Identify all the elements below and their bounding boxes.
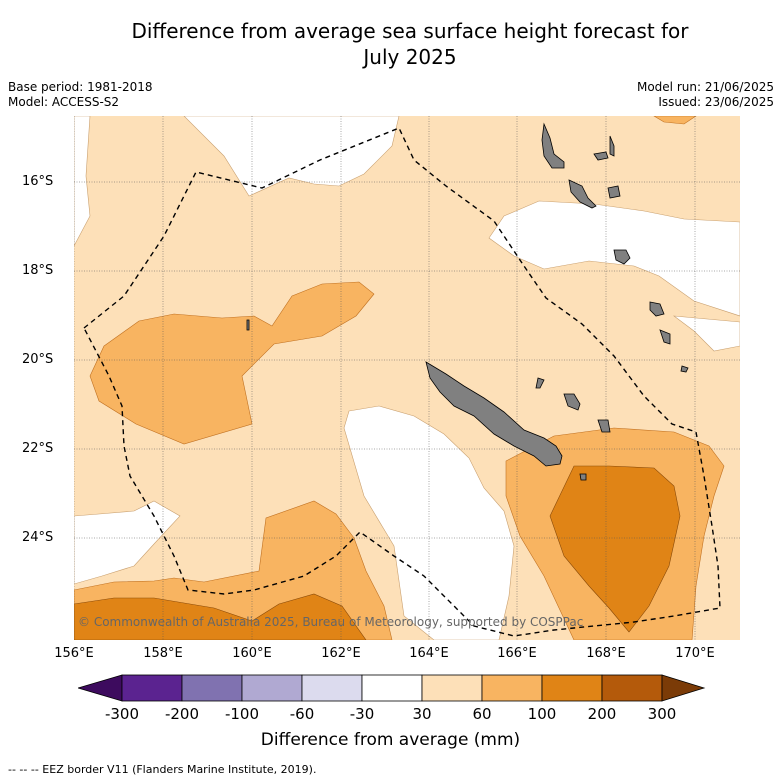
lat-label-22s: 22°S xyxy=(22,441,54,456)
cbar-segment-6 xyxy=(421,674,483,702)
meta-right: Model run: 21/06/2025 Issued: 23/06/2025 xyxy=(637,80,774,110)
cbar-segment-4 xyxy=(301,674,363,702)
cbar-tick-m60: -60 xyxy=(289,705,315,723)
lat-label-20s: 20°S xyxy=(22,352,54,367)
lon-label-170e: 170°E xyxy=(675,646,715,661)
cbar-segment-8 xyxy=(541,674,603,702)
cbar-extend-low xyxy=(78,674,123,702)
cbar-tick-60: 60 xyxy=(472,705,492,723)
new-caledonia-island xyxy=(425,361,563,467)
orange-area-northeast xyxy=(653,116,697,125)
landmasses xyxy=(246,122,689,481)
white-area-east xyxy=(672,315,740,352)
meta-left: Base period: 1981-2018 Model: ACCESS-S2 xyxy=(8,80,153,110)
map-panel[interactable]: © Commonwealth of Australia 2025, Bureau… xyxy=(74,116,740,640)
lon-label-166e: 166°E xyxy=(497,646,537,661)
eez-border xyxy=(83,127,721,637)
eez-legend: -- -- -- EEZ border V11 (Flanders Marine… xyxy=(8,763,317,776)
vanuatu-island-3 xyxy=(593,151,609,161)
lon-label-164e: 164°E xyxy=(409,646,449,661)
vanuatu-island-4 xyxy=(609,135,615,157)
lon-label-160e: 160°E xyxy=(232,646,272,661)
title-line-2: July 2025 xyxy=(363,45,457,69)
cbar-tick-200: 200 xyxy=(587,705,617,723)
cbar-segment-2 xyxy=(181,674,243,702)
white-area-north xyxy=(183,116,400,197)
lat-label-16s: 16°S xyxy=(22,174,54,189)
loyalty-island-2 xyxy=(597,419,611,433)
model-run: Model run: 21/06/2025 xyxy=(636,80,774,94)
dark-area-south xyxy=(74,593,367,640)
white-area-northeast xyxy=(488,200,740,317)
cbar-tick-m200: -200 xyxy=(164,705,200,723)
cbar-tick-m300: -300 xyxy=(104,705,140,723)
lat-label-24s: 24°S xyxy=(22,530,54,545)
vanuatu-island-6 xyxy=(613,249,631,265)
cbar-segment-9 xyxy=(601,674,663,702)
small-island-south xyxy=(579,473,587,481)
cbar-tick-m100: -100 xyxy=(224,705,260,723)
lon-label-162e: 162°E xyxy=(321,646,361,661)
vanuatu-north-island xyxy=(541,122,565,169)
white-area-south xyxy=(343,405,515,640)
cbar-segment-7 xyxy=(481,674,543,702)
lon-label-168e: 168°E xyxy=(586,646,626,661)
white-area-west-top xyxy=(74,116,91,247)
vanuatu-island-7 xyxy=(649,301,665,317)
vanuatu-island-5 xyxy=(607,185,621,199)
colorbar xyxy=(78,674,706,702)
vanuatu-island-2 xyxy=(568,179,597,209)
cbar-segment-1 xyxy=(121,674,183,702)
cbar-extend-high xyxy=(661,674,706,702)
vanuatu-island-8 xyxy=(659,329,671,345)
graticule xyxy=(74,116,740,640)
cbar-tick-m30: -30 xyxy=(349,705,375,723)
copyright-credit: © Commonwealth of Australia 2025, Bureau… xyxy=(78,615,584,629)
dark-area-southeast xyxy=(549,465,681,633)
white-area-southwest xyxy=(74,500,181,585)
model-name: Model: ACCESS-S2 xyxy=(8,95,120,109)
cbar-segment-5 xyxy=(361,674,423,702)
eez-outline-main xyxy=(83,127,721,637)
chart-title: Difference from average sea surface heig… xyxy=(40,18,780,70)
small-island-east xyxy=(680,365,689,373)
base-period: Base period: 1981-2018 xyxy=(8,80,153,94)
issued-date: Issued: 23/06/2025 xyxy=(658,95,774,109)
loyalty-island-3 xyxy=(535,377,545,389)
cbar-segment-3 xyxy=(241,674,303,702)
lon-label-156e: 156°E xyxy=(54,646,94,661)
loyalty-island-1 xyxy=(563,393,581,411)
title-line-1: Difference from average sea surface heig… xyxy=(131,19,689,43)
near-average-regions xyxy=(74,116,740,640)
cbar-tick-100: 100 xyxy=(527,705,557,723)
level-100-200-regions xyxy=(74,465,681,640)
lat-label-18s: 18°S xyxy=(22,263,54,278)
small-island-west xyxy=(246,319,250,331)
map-svg xyxy=(74,116,740,640)
cbar-tick-30: 30 xyxy=(412,705,432,723)
cbar-tick-300: 300 xyxy=(647,705,677,723)
orange-area-west xyxy=(89,281,375,445)
colorbar-title: Difference from average (mm) xyxy=(260,730,521,750)
lon-label-158e: 158°E xyxy=(143,646,183,661)
